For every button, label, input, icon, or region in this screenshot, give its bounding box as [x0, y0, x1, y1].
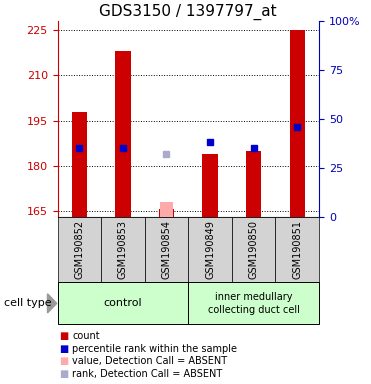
Text: ■: ■ [59, 331, 69, 341]
Text: GSM190851: GSM190851 [292, 220, 302, 279]
Bar [246, 151, 261, 217]
Text: count: count [72, 331, 100, 341]
Bar [115, 51, 131, 217]
Bar [203, 154, 218, 217]
Bar [58, 282, 188, 324]
Bar [145, 217, 188, 282]
Bar [232, 217, 276, 282]
Bar [58, 217, 101, 282]
Text: GSM190852: GSM190852 [74, 220, 84, 279]
Text: percentile rank within the sample: percentile rank within the sample [72, 344, 237, 354]
Bar [275, 217, 319, 282]
Title: GDS3150 / 1397797_at: GDS3150 / 1397797_at [99, 3, 277, 20]
Text: cell type: cell type [4, 298, 51, 308]
Bar [159, 209, 174, 217]
Text: control: control [104, 298, 142, 308]
Text: ■: ■ [59, 344, 69, 354]
Bar [160, 202, 173, 217]
Text: GSM190849: GSM190849 [205, 220, 215, 279]
Bar [188, 217, 232, 282]
Bar [101, 217, 145, 282]
Bar [290, 30, 305, 217]
Text: inner medullary
collecting duct cell: inner medullary collecting duct cell [208, 292, 300, 314]
Text: rank, Detection Call = ABSENT: rank, Detection Call = ABSENT [72, 369, 223, 379]
Bar [188, 282, 319, 324]
Polygon shape [47, 294, 57, 313]
Text: ■: ■ [59, 369, 69, 379]
Text: GSM190853: GSM190853 [118, 220, 128, 279]
Text: ■: ■ [59, 356, 69, 366]
Text: GSM190854: GSM190854 [161, 220, 171, 279]
Text: value, Detection Call = ABSENT: value, Detection Call = ABSENT [72, 356, 227, 366]
Text: GSM190850: GSM190850 [249, 220, 259, 279]
Bar [72, 111, 87, 217]
